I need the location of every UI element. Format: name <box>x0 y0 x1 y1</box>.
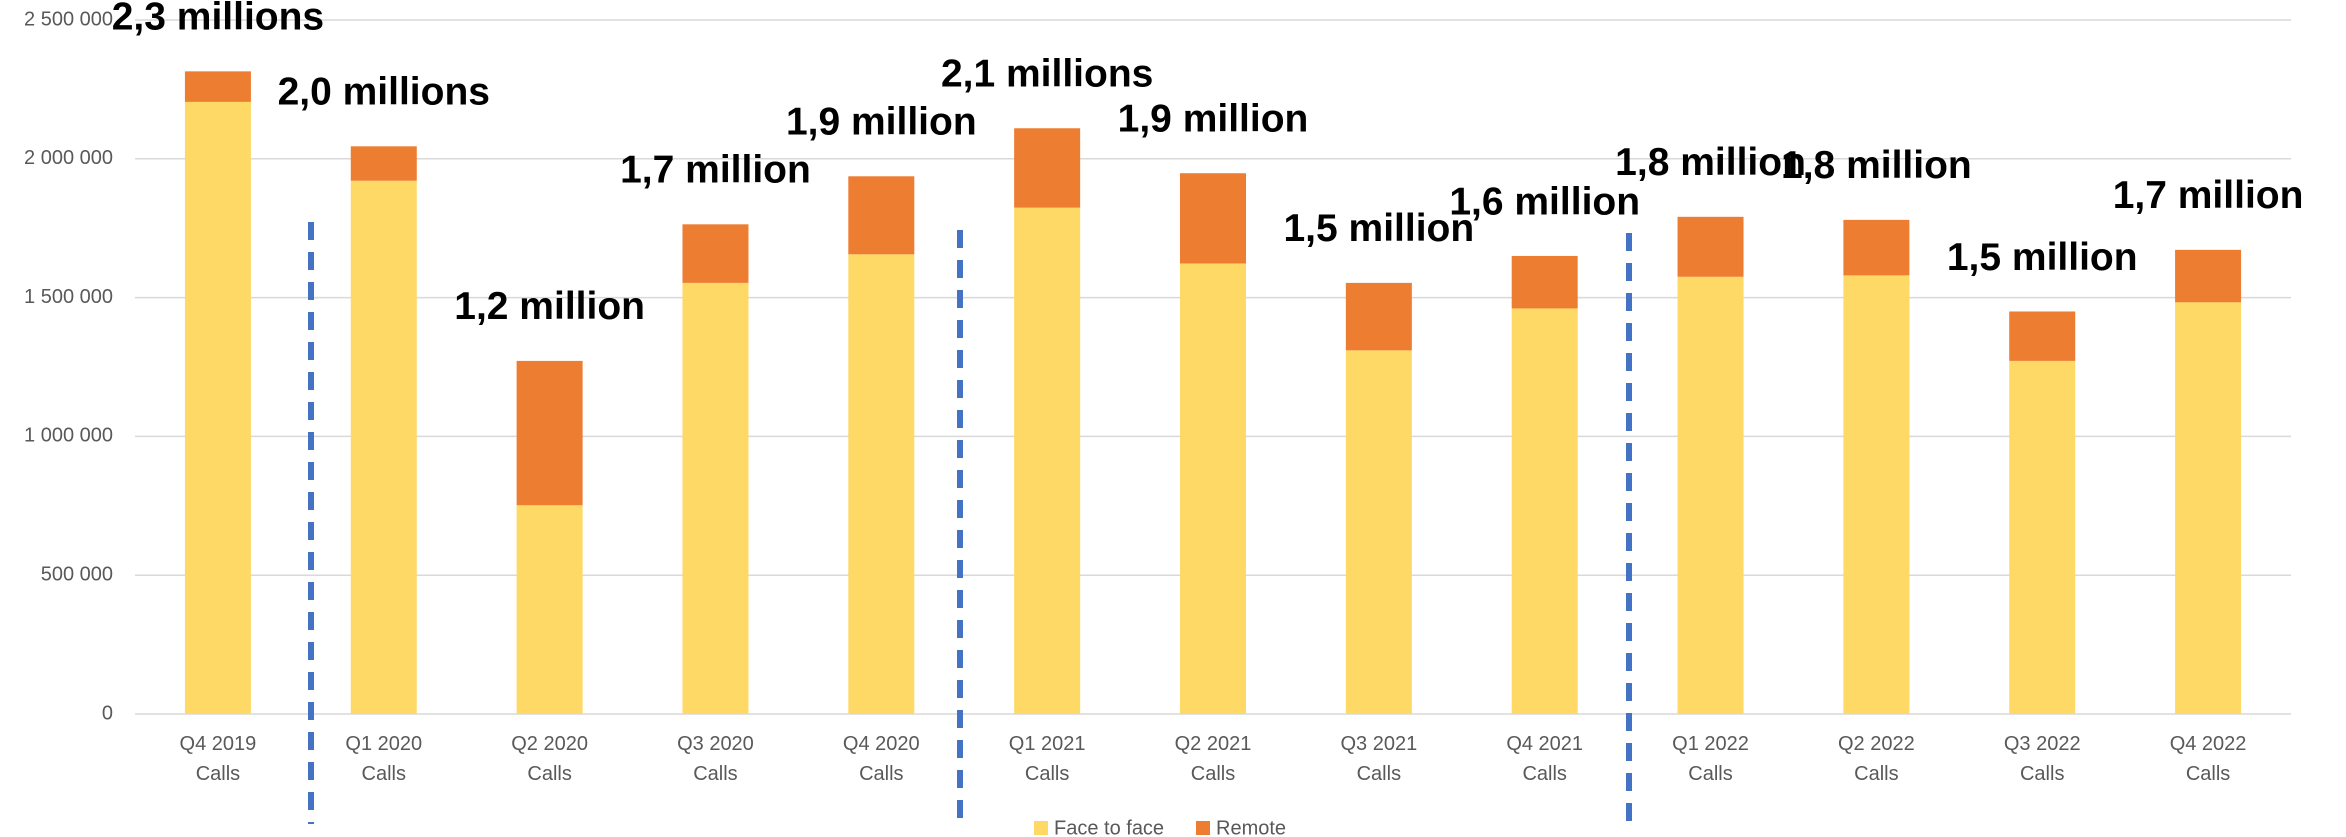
y-tick-label: 1 500 000 <box>24 286 113 308</box>
bar-segment <box>350 146 417 181</box>
x-tick-label: Q3 2020 Calls <box>677 733 754 785</box>
y-tick-label: 1 000 000 <box>24 425 113 447</box>
bar-segment <box>516 505 583 714</box>
bar-segment <box>1014 128 1081 208</box>
bar-segment <box>2009 360 2076 714</box>
bar-segment <box>1511 308 1578 714</box>
x-tick-label: Q3 2021 Calls <box>1340 733 1418 785</box>
bar-segment <box>682 224 749 283</box>
bar-segment <box>1345 350 1412 714</box>
bar-annotation: 2,3 millions <box>112 0 324 39</box>
bar-segment <box>1345 282 1412 351</box>
x-tick-label: Q4 2019 Calls <box>179 733 257 785</box>
x-tick-label: Q1 2022 Calls <box>1672 733 1749 785</box>
legend-swatch <box>1034 821 1048 835</box>
x-tick-label: Q1 2020 Calls <box>345 733 423 785</box>
legend-label: Face to face <box>1054 817 1164 837</box>
x-tick-label: Q2 2022 Calls <box>1838 733 1915 785</box>
bar-annotation: 1,8 million <box>1781 144 1972 187</box>
bar-segment <box>516 360 583 506</box>
bar-segment <box>1511 255 1578 309</box>
bar-annotation: 1,7 million <box>2113 174 2304 217</box>
bar-segment <box>2009 311 2076 361</box>
y-tick-label: 500 000 <box>41 563 113 585</box>
bar-annotation: 1,5 million <box>1947 236 2138 279</box>
y-tick-label: 2 000 000 <box>24 147 113 169</box>
bar-annotation: 1,9 million <box>1118 98 1309 141</box>
x-tick-label: Q1 2021 Calls <box>1008 733 1086 785</box>
bar-segment <box>2175 302 2242 714</box>
bar-annotation: 1,7 million <box>620 149 811 192</box>
legend-swatch <box>1196 821 1210 835</box>
x-tick-label: Q2 2020 Calls <box>511 733 588 785</box>
bar-segment <box>1014 207 1081 714</box>
bar-annotation: 1,8 million <box>1615 141 1806 184</box>
x-tick-label: Q3 2022 Calls <box>2003 733 2081 785</box>
x-tick-label: Q4 2022 Calls <box>2169 733 2247 785</box>
bar-segment <box>184 101 251 715</box>
bar-annotation: 2,0 millions <box>278 71 490 114</box>
bar-segment <box>350 180 417 714</box>
x-tick-label: Q2 2021 Calls <box>1174 733 1252 785</box>
bar-segment <box>1180 173 1246 264</box>
bar-annotation: 1,5 million <box>1283 207 1474 250</box>
bar-segment <box>1843 275 1910 714</box>
bar-segment <box>1677 216 1744 277</box>
x-tick-label: Q4 2021 Calls <box>1506 733 1584 785</box>
bar-annotation: 1,9 million <box>786 101 977 144</box>
bar-segment <box>1677 276 1744 714</box>
bar-annotation: 1,6 million <box>1449 180 1640 223</box>
bar-segment <box>848 254 915 714</box>
bar-segment <box>2175 249 2242 303</box>
bar-segment <box>848 176 915 255</box>
y-tick-label: 2 500 000 <box>24 8 113 30</box>
legend-label: Remote <box>1216 817 1286 837</box>
bar-segment <box>1843 219 1910 276</box>
bar-annotation: 2,1 millions <box>941 53 1153 96</box>
bar-segment <box>682 282 749 714</box>
bar-segment <box>184 71 251 102</box>
x-tick-label: Q4 2020 Calls <box>842 733 920 785</box>
y-tick-label: 0 <box>102 702 113 724</box>
bar-segment <box>1180 263 1246 714</box>
bar-annotation: 1,2 million <box>454 285 645 328</box>
